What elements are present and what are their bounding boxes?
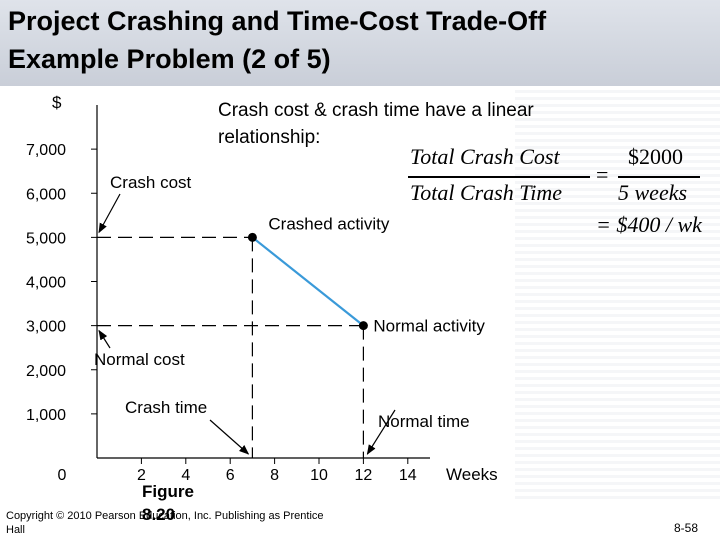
- formula-numerator-label: Total Crash Cost: [410, 144, 560, 169]
- x-tick-label: 12: [355, 467, 373, 484]
- formula-denominator-value: 5 weeks: [618, 180, 688, 205]
- page-number: 8-58: [674, 521, 699, 535]
- y-tick-label: 4,000: [26, 275, 66, 292]
- x-tick-label: 8: [270, 467, 279, 484]
- arrow-crash-cost: [98, 193, 121, 234]
- background-stripes: [515, 90, 720, 500]
- x-tick-label: 10: [310, 467, 328, 484]
- copyright-text: Copyright © 2010 Pearson Education, Inc.…: [6, 509, 366, 537]
- x-tick-label: 0: [58, 467, 67, 484]
- slide-title-line-2: Example Problem (2 of 5): [8, 44, 331, 74]
- annotation-normal-time: Normal time: [378, 412, 470, 431]
- figure-number: 8.20: [142, 505, 176, 524]
- data-point-label: Normal activity: [373, 317, 485, 336]
- x-tick-label: 6: [226, 467, 235, 484]
- y-tick-label: 7,000: [26, 142, 66, 159]
- formula-numerator-value: $2000: [628, 144, 683, 169]
- data-point-label: Crashed activity: [268, 214, 389, 233]
- copyright-line-2: Hall: [6, 524, 25, 536]
- relation-line-1: Crash cost & crash time have a linear: [218, 100, 534, 121]
- annotation-crash-cost: Crash cost: [110, 173, 192, 192]
- y-tick-label: 5,000: [26, 230, 66, 247]
- formula-denominator-label: Total Crash Time: [410, 180, 563, 205]
- slide-title-line-1: Project Crashing and Time-Cost Trade-Off: [8, 6, 547, 36]
- series-line: [251, 236, 365, 327]
- x-tick-label: 2: [137, 467, 146, 484]
- x-axis-label: Weeks: [446, 465, 498, 484]
- data-point: [247, 232, 257, 242]
- y-tick-label: 2,000: [26, 363, 66, 380]
- formula-result: = $400 / wk: [596, 212, 702, 237]
- arrow-crash-time: [209, 419, 250, 455]
- figure-label: Figure: [142, 482, 194, 501]
- copyright-line-1: Copyright © 2010 Pearson Education, Inc.…: [6, 510, 324, 522]
- arrow-normal-time: [366, 409, 396, 455]
- relation-line-2: relationship:: [218, 127, 321, 148]
- x-tick-label: 14: [399, 467, 417, 484]
- title-bar: [0, 0, 720, 86]
- annotation-normal-cost: Normal cost: [94, 350, 185, 369]
- formula-fraction-bar-left: [408, 176, 590, 178]
- x-tick-label: 4: [181, 467, 190, 484]
- relation-text: Crash cost & crash time have a linear re…: [218, 97, 534, 151]
- annotation-crash-time: Crash time: [125, 398, 207, 417]
- y-tick-label: 1,000: [26, 407, 66, 424]
- y-tick-label: 3,000: [26, 319, 66, 336]
- data-point: [358, 321, 368, 331]
- arrow-normal-cost: [98, 329, 111, 349]
- formula-equals: =: [596, 162, 609, 187]
- y-tick-label: 6,000: [26, 186, 66, 203]
- y-axis-label: $: [52, 93, 62, 112]
- formula-fraction-bar-right: [618, 176, 700, 178]
